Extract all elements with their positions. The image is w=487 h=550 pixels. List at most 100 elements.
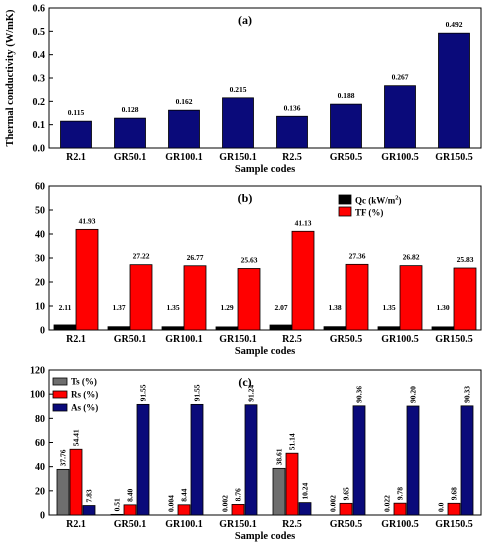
x-tick-label: GR50.1: [114, 334, 147, 345]
y-tick-label: 30: [35, 254, 45, 265]
data-label: 37.76: [59, 449, 68, 466]
data-label: 0.022: [383, 495, 392, 512]
legend-label: Qc (kW/m2): [355, 195, 402, 206]
data-label: 0.002: [329, 495, 338, 512]
data-label: 9.65: [342, 487, 351, 500]
y-tick-label: 0.1: [33, 120, 46, 131]
bar-rs: [285, 452, 299, 516]
data-label: 8.44: [180, 488, 189, 501]
y-tick-label: 60: [35, 182, 45, 193]
y-tick-label: 40: [35, 462, 45, 473]
x-tick-label: GR150.1: [219, 152, 257, 163]
data-label: 90.20: [409, 386, 418, 403]
x-tick-label: GR50.1: [114, 152, 147, 163]
y-tick-label: 80: [35, 414, 45, 425]
bar-value: [384, 85, 416, 149]
data-label: 7.83: [85, 489, 94, 502]
data-label: 0.215: [230, 85, 247, 94]
bar-as: [82, 505, 96, 516]
data-label: 41.93: [79, 216, 96, 225]
x-axis-label: Sample codes: [235, 164, 295, 175]
x-tick-label: GR100.5: [381, 334, 419, 345]
x-tick-label: GR50.5: [330, 334, 363, 345]
bar-value: [114, 117, 146, 149]
x-tick-label: GR50.5: [330, 519, 363, 530]
data-label: 91.55: [139, 384, 148, 401]
bar-qc: [161, 326, 185, 331]
y-tick-label: 0: [40, 326, 45, 337]
bar-qc: [323, 326, 347, 331]
data-label: 0.004: [167, 495, 176, 512]
data-label: 0.0: [437, 502, 446, 512]
data-label: 1.35: [382, 303, 395, 312]
y-tick-label: 0.4: [33, 50, 46, 61]
legend-swatch: [52, 377, 68, 386]
bar-ts: [272, 467, 286, 516]
bar-qc: [53, 324, 77, 331]
x-tick-label: GR150.1: [219, 334, 257, 345]
legend-label: As (%): [71, 403, 98, 413]
y-tick-label: 0.6: [33, 4, 46, 15]
x-tick-label: GR100.1: [165, 519, 203, 530]
data-label: 90.33: [463, 386, 472, 403]
bar-value: [168, 109, 200, 149]
plot-frame-0: [48, 7, 482, 149]
y-tick-label: 20: [35, 486, 45, 497]
data-label: 1.29: [220, 303, 233, 312]
bar-value: [276, 115, 308, 149]
bar-value: [60, 120, 92, 149]
panel-label: (b): [238, 191, 253, 205]
y-tick-label: 0.3: [33, 74, 46, 85]
bar-rs: [69, 448, 83, 516]
data-label: 2.11: [59, 303, 72, 312]
x-tick-label: R2.1: [66, 152, 86, 163]
legend-label: TF (%): [355, 208, 383, 218]
data-label: 9.78: [396, 487, 405, 500]
data-label: 25.63: [241, 255, 258, 264]
bar-as: [352, 405, 366, 516]
data-label: 41.13: [295, 218, 312, 227]
data-label: 26.77: [187, 253, 204, 262]
data-label: 38.61: [275, 448, 284, 465]
legend-swatch: [338, 206, 352, 217]
bar-tf: [237, 268, 261, 331]
legend-swatch: [52, 390, 68, 399]
bar-qc: [107, 326, 131, 331]
bar-value: [438, 32, 470, 149]
legend-swatch: [338, 194, 352, 205]
y-tick-label: 60: [35, 438, 45, 449]
bar-as: [244, 404, 258, 516]
data-label: 90.36: [355, 386, 364, 403]
y-tick-label: 20: [35, 278, 45, 289]
data-label: 54.41: [72, 429, 81, 446]
data-label: 1.35: [166, 303, 179, 312]
bar-tf: [75, 228, 99, 331]
data-label: 27.22: [133, 252, 150, 261]
data-label: 25.83: [457, 255, 474, 264]
data-label: 0.128: [122, 105, 139, 114]
bar-rs: [123, 504, 137, 516]
bar-as: [136, 403, 150, 516]
data-label: 91.55: [193, 384, 202, 401]
bar-value: [222, 97, 254, 149]
data-label: 51.14: [288, 433, 297, 450]
bar-qc: [377, 326, 401, 331]
x-tick-label: GR100.1: [165, 152, 203, 163]
x-tick-label: GR100.5: [381, 152, 419, 163]
bar-as: [460, 405, 474, 516]
bar-tf: [399, 265, 423, 331]
x-tick-label: GR150.1: [219, 519, 257, 530]
y-tick-label: 0.5: [33, 27, 46, 38]
bar-rs: [231, 504, 245, 516]
bar-rs: [447, 502, 461, 516]
bar-tf: [345, 263, 369, 331]
y-tick-label: 50: [35, 206, 45, 217]
bar-qc: [431, 326, 455, 331]
bar-rs: [393, 502, 407, 516]
x-tick-label: R2.5: [282, 152, 302, 163]
data-label: 0.267: [392, 73, 409, 82]
panel-label: (a): [238, 13, 252, 27]
data-label: 0.115: [68, 108, 85, 117]
data-label: 9.68: [450, 487, 459, 500]
